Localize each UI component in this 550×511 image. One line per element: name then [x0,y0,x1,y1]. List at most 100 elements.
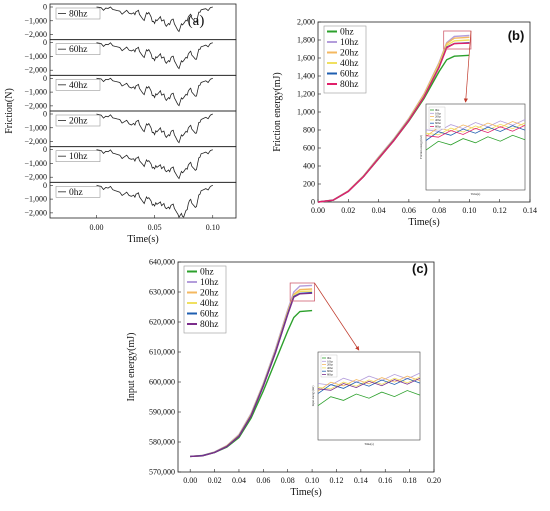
y-tick-label: 0 [43,181,47,190]
x-tick-label: 0.10 [305,476,319,485]
legend-label: 80hz [69,10,87,20]
panel-label: (a) [188,13,205,29]
y-tick-label: 620,000 [149,318,175,327]
x-tick-label: 0.14 [354,476,368,485]
legend-label: 40hz [340,59,358,69]
inset-legend-label: 20hz [435,115,442,119]
subplot-legend [55,150,101,162]
x-tick-label: 0.00 [90,223,104,232]
x-tick-label: 0.20 [427,476,441,485]
y-tick-label: 1,600 [297,54,315,63]
x-tick-label: 0.18 [403,476,417,485]
inset-x-label: Time(s) [364,442,373,446]
panel-label: (b) [508,28,525,43]
y-tick-label: −2,000 [24,30,47,39]
legend-label: 0hz [200,268,214,278]
x-tick-label: 0.04 [372,206,386,215]
zoom-highlight-box [443,30,472,50]
x-tick-label: 0.08 [432,206,446,215]
series-line-80hz [317,42,470,203]
inset-legend-label: 80hz [327,373,334,377]
y-tick-label: 0 [43,74,47,83]
y-tick-label: −2,000 [24,66,47,75]
y-tick-label: 600,000 [149,378,175,387]
x-tick-label: 0.08 [281,476,295,485]
inset-legend-label: 80hz [435,125,442,129]
inset-series-80hz [425,124,526,138]
legend-label: 0hz [69,188,83,198]
y-tick-label: 0 [43,145,47,154]
series-line [96,6,213,33]
inset-legend-label: 20hz [327,363,334,367]
panel-c-input-energy: 570,000 580,000 590,000 600,000 610,000 620,0… [126,258,441,499]
x-tick-label: 0.10 [462,206,476,215]
subplot-legend [55,114,101,127]
y-tick-label: 590,000 [149,408,175,417]
inset-series-60hz [425,125,526,141]
inset-legend-label: 60hz [435,121,442,125]
legend-label: 80hz [340,80,358,90]
zoom-arrow [314,282,360,351]
inset-series-40hz [317,376,421,390]
x-tick-label: 0.10 [206,223,220,232]
y-tick-label: −2,000 [24,137,47,146]
subplot-legend [55,43,101,55]
x-tick-label: 0.12 [329,476,343,485]
legend [323,25,367,94]
legend-label: 80hz [200,320,218,330]
y-tick-label: −1,000 [24,195,47,204]
panel-a-friction: 0 −1,000 −2,000 80hz 0 −1,000 −2,000 60hz 0 −1,00… [4,3,237,245]
y-tick-label: 0 [43,38,47,47]
legend-label: 40hz [69,81,87,91]
legend-label: 20hz [69,117,87,127]
y-tick-label: −1,000 [24,16,47,25]
inset-series-60hz [317,378,421,394]
y-tick-label: 570,000 [149,468,175,477]
x-tick-label: 0.12 [493,206,507,215]
legend-label: 10hz [69,152,87,162]
legend-label: 60hz [200,310,218,320]
inset-series-0hz [425,134,526,151]
x-tick-label: 0.06 [256,476,270,485]
series-line [96,184,213,219]
legend-label: 60hz [340,70,358,80]
legend-label: 40hz [200,299,218,309]
inset-legend-label: 10hz [435,111,442,115]
y-tick-label: 1,800 [297,36,315,45]
y-tick-label: 400 [303,162,315,171]
series-line [96,42,213,70]
y-tick-label: 580,000 [149,438,175,447]
y-tick-label: −2,000 [24,208,47,217]
series-line [96,149,213,180]
y-tick-label: 0 [43,3,47,12]
inset-legend-label: 40hz [435,118,442,122]
y-tick-label: −1,000 [24,159,47,168]
y-tick-label: −1,000 [24,52,47,61]
x-tick-label: 0.00 [183,476,197,485]
y-axis-label: Input energy(mJ) [126,333,137,402]
x-tick-label: 0.14 [523,206,537,215]
y-axis-label: Friction(N) [4,88,15,134]
y-tick-label: 800 [303,126,315,135]
panel-label: (c) [412,261,428,276]
inset-legend-label: 40hz [327,366,334,370]
y-tick-label: 610,000 [149,348,175,357]
plot-frame [177,261,435,473]
legend-label: 10hz [340,38,358,48]
x-tick-label: 0.05 [148,223,162,232]
inset-series-0hz [317,390,421,407]
series-line-80hz [190,292,313,458]
y-tick-label: 600 [303,144,315,153]
inset-x-label: Time(s) [471,192,480,196]
inset-series-80hz [317,377,421,391]
inset-legend-label: 0hz [327,356,332,360]
x-tick-label: 0.04 [232,476,246,485]
y-tick-label: 200 [303,180,315,189]
y-tick-label: −1,000 [24,88,47,97]
x-tick-label: 0.16 [378,476,392,485]
y-tick-label: 1,000 [297,108,315,117]
inset-y-label: Input energy(mJ) [311,386,315,407]
panel-b-friction-energy: 0 200 400 600 800 1,000 1,200 1,400 1,600 1,800 2,… [272,18,537,229]
legend-label: 10hz [200,278,218,288]
